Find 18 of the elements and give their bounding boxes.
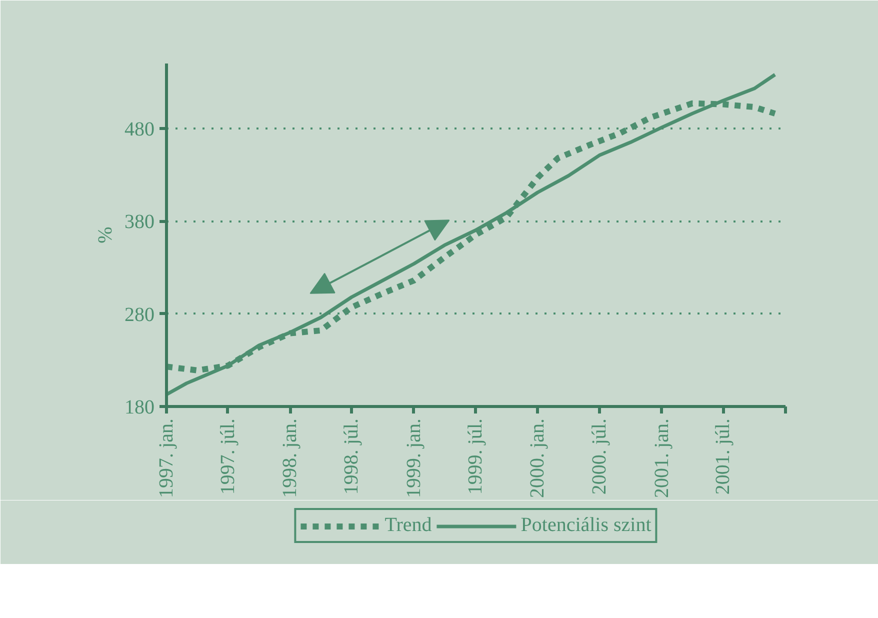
x-tick-label: 2001. júl. xyxy=(712,418,734,495)
y-tick-label: 480 xyxy=(124,118,154,140)
legend-label: Trend xyxy=(384,514,432,537)
x-tick-label: 1998. júl. xyxy=(340,418,363,495)
x-tick-label: 1999. jan. xyxy=(402,418,425,498)
x-tick-label: 1997. jan. xyxy=(156,418,178,498)
y-axis-title: % xyxy=(94,226,116,244)
x-tick-label: 2001. jan. xyxy=(650,418,673,498)
line-series xyxy=(166,72,777,396)
x-tick-label: 2000. júl. xyxy=(588,418,610,495)
x-tick-label: 2000. jan. xyxy=(526,418,549,498)
y-tick-label: 180 xyxy=(124,396,154,418)
y-tick-label: 380 xyxy=(124,211,154,234)
y-tick-label: 280 xyxy=(124,304,154,326)
legend-label: Potenciális szint xyxy=(520,514,652,537)
x-tick-label: 1998. jan. xyxy=(279,418,302,498)
x-tick-label: 1999. júl. xyxy=(464,418,486,495)
x-tick-label: 1997. júl. xyxy=(216,418,239,495)
